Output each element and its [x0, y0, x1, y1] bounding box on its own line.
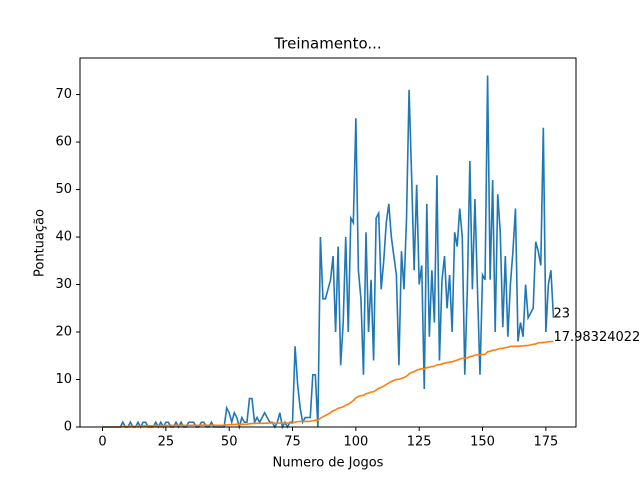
- y-axis-label: Pontuação: [33, 209, 48, 277]
- y-tick-label: 0: [64, 420, 72, 435]
- y-tick-label: 10: [55, 372, 72, 387]
- y-tick-label: 50: [55, 182, 72, 197]
- score-line: [102, 340, 554, 428]
- x-tick-label: 0: [98, 435, 106, 450]
- last-value-label: 23: [553, 306, 570, 321]
- chart-title: Treinamento...: [273, 35, 381, 53]
- plot-frame: [79, 57, 577, 428]
- x-tick-label: 100: [343, 435, 368, 450]
- x-tick-label: 50: [221, 435, 238, 450]
- x-tick-label: 175: [533, 435, 558, 450]
- x-axis-label: Numero de Jogos: [273, 456, 384, 471]
- y-tick-label: 40: [55, 230, 72, 245]
- y-tick-label: 20: [55, 325, 72, 340]
- x-tick-label: 150: [470, 435, 495, 450]
- y-tick-label: 30: [55, 277, 72, 292]
- x-tick-label: 75: [284, 435, 301, 450]
- y-tick-label: 60: [55, 135, 72, 150]
- last-value-label: 17.98324022: [553, 330, 640, 345]
- x-tick-label: 125: [407, 435, 432, 450]
- x-tick-label: 25: [158, 435, 175, 450]
- y-tick-label: 70: [55, 87, 72, 102]
